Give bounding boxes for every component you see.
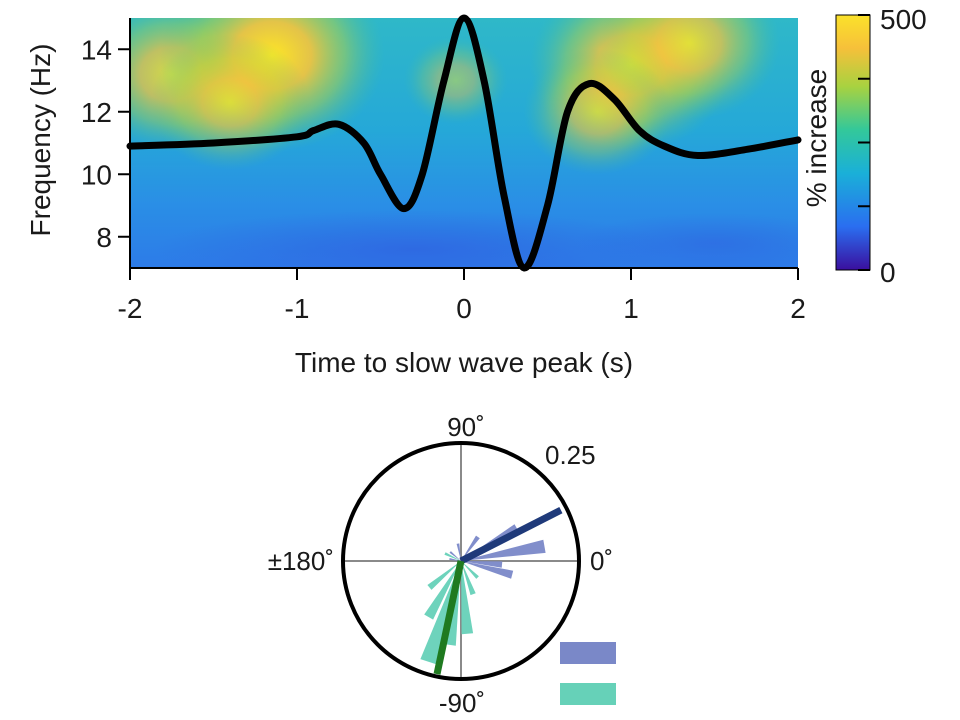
polar-bin-series-1 xyxy=(456,543,461,561)
x-tick-label: 0 xyxy=(456,293,472,324)
polar-bin-series-1 xyxy=(449,558,461,561)
heatmap-hot-spot xyxy=(150,34,310,171)
slow-wave-trace xyxy=(126,14,802,272)
angle-label-minus-90: -90˚ xyxy=(439,688,485,718)
angle-label-0: 0˚ xyxy=(590,546,613,576)
y-axis-label: Frequency (Hz) xyxy=(25,44,56,237)
x-tick-label: 2 xyxy=(790,293,806,324)
polar-bin-series-2 xyxy=(444,552,461,561)
polar-bin-series-2 xyxy=(461,561,479,579)
y-tick-label: 8 xyxy=(96,222,112,253)
radial-scale-label: 0.25 xyxy=(545,440,596,470)
polar-bin-series-1 xyxy=(461,561,503,568)
y-axis-ticks: 8 10 12 14 xyxy=(81,34,130,253)
polar-bin-series-2 xyxy=(461,561,476,596)
y-tick-label: 14 xyxy=(81,34,112,65)
colorbar-max-label: 500 xyxy=(880,4,927,35)
x-tick-label: 1 xyxy=(623,293,639,324)
polar-mean-vector-series-2 xyxy=(433,560,465,675)
legend-swatch-series-2 xyxy=(560,683,616,705)
colorbar-label: % increase xyxy=(801,69,832,208)
colorbar-ticks xyxy=(858,14,870,271)
y-tick-label: 12 xyxy=(81,97,112,128)
y-tick-label: 10 xyxy=(81,159,112,190)
legend-swatch-series-1 xyxy=(560,642,616,664)
heatmap-hot-spot xyxy=(523,48,672,175)
x-tick-label: -1 xyxy=(285,293,310,324)
polar-bins xyxy=(420,524,546,665)
polar-bin-series-2 xyxy=(420,561,461,665)
polar-bin-series-2 xyxy=(424,561,461,620)
colorbar-min-label: 0 xyxy=(880,257,896,288)
polar-panel: 90˚ 0˚ -90˚ ±180˚ 0.25 xyxy=(268,412,616,718)
angle-label-180: ±180˚ xyxy=(268,546,334,576)
polar-bin-series-1 xyxy=(449,551,461,561)
x-axis-label: Time to slow wave peak (s) xyxy=(295,347,633,378)
polar-outer-circle xyxy=(341,441,581,681)
polar-mean-vector-series-1 xyxy=(459,506,563,565)
polar-mean-vectors xyxy=(433,506,563,675)
polar-bin-series-1 xyxy=(461,535,480,561)
angle-label-90: 90˚ xyxy=(447,412,485,442)
polar-bin-series-2 xyxy=(461,561,474,635)
x-axis-ticks: -2 -1 0 1 2 xyxy=(118,268,806,324)
polar-bin-series-1 xyxy=(461,539,546,561)
polar-bin-series-2 xyxy=(427,561,461,590)
x-tick-label: -2 xyxy=(118,293,143,324)
heatmap-cold-region xyxy=(574,213,798,268)
polar-bin-series-1 xyxy=(461,561,514,579)
